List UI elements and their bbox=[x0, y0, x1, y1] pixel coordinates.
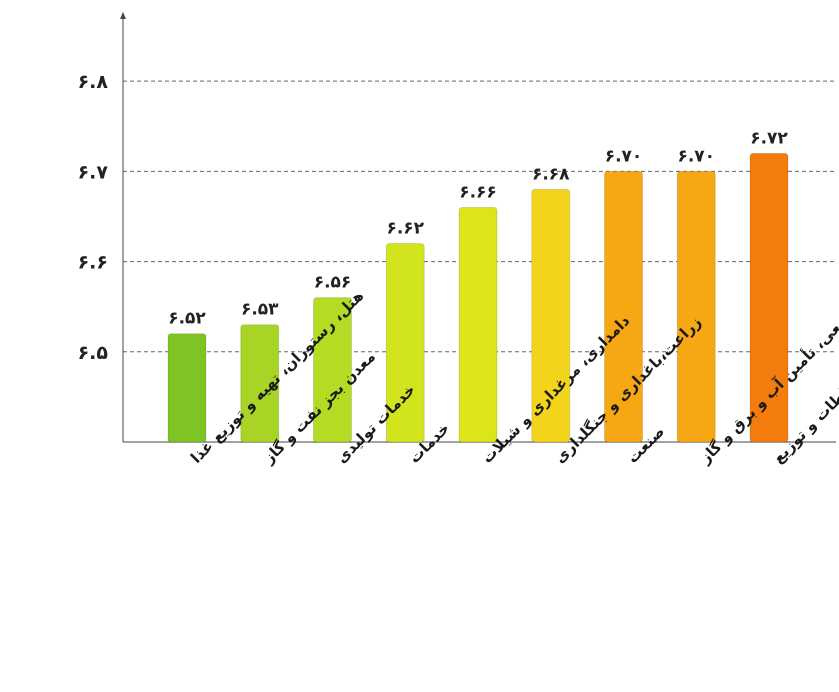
bars bbox=[167, 152, 789, 443]
bar bbox=[313, 297, 352, 443]
y-axis-arrow bbox=[120, 12, 126, 19]
data-label: ۶.۶۸ bbox=[532, 164, 570, 184]
y-tick-label: ۶.۸ bbox=[78, 71, 109, 93]
data-label: ۶.۷۲ bbox=[750, 128, 788, 148]
y-tick-label: ۶.۶ bbox=[78, 252, 108, 274]
bar bbox=[531, 188, 571, 443]
bar bbox=[167, 333, 207, 443]
y-tick-labels: ۶.۵ ۶.۶ ۶.۷ ۶.۸ bbox=[78, 71, 109, 364]
bar bbox=[749, 152, 789, 443]
bar bbox=[604, 170, 643, 443]
y-tick-label: ۶.۷ bbox=[78, 161, 109, 183]
bar bbox=[240, 324, 280, 443]
y-tick-label: ۶.۵ bbox=[78, 342, 109, 364]
data-label: ۶.۵۳ bbox=[241, 300, 279, 320]
data-label: ۶.۵۶ bbox=[314, 273, 352, 293]
bar bbox=[458, 206, 498, 443]
bar bbox=[385, 243, 425, 443]
bar bbox=[676, 170, 716, 443]
data-label: ۶.۶۲ bbox=[386, 219, 424, 239]
data-label: ۶.۶۶ bbox=[459, 182, 497, 202]
data-label: ۶.۷۰ bbox=[677, 146, 715, 166]
data-label: ۶.۷۰ bbox=[605, 146, 643, 166]
data-label: ۶.۵۲ bbox=[168, 309, 206, 329]
data-labels: ۶.۵۲ ۶.۵۳ ۶.۵۶ ۶.۶۲ ۶.۶۶ ۶.۶۸ ۶.۷۰ ۶.۷۰ ۶.۷۲ bbox=[168, 128, 788, 328]
